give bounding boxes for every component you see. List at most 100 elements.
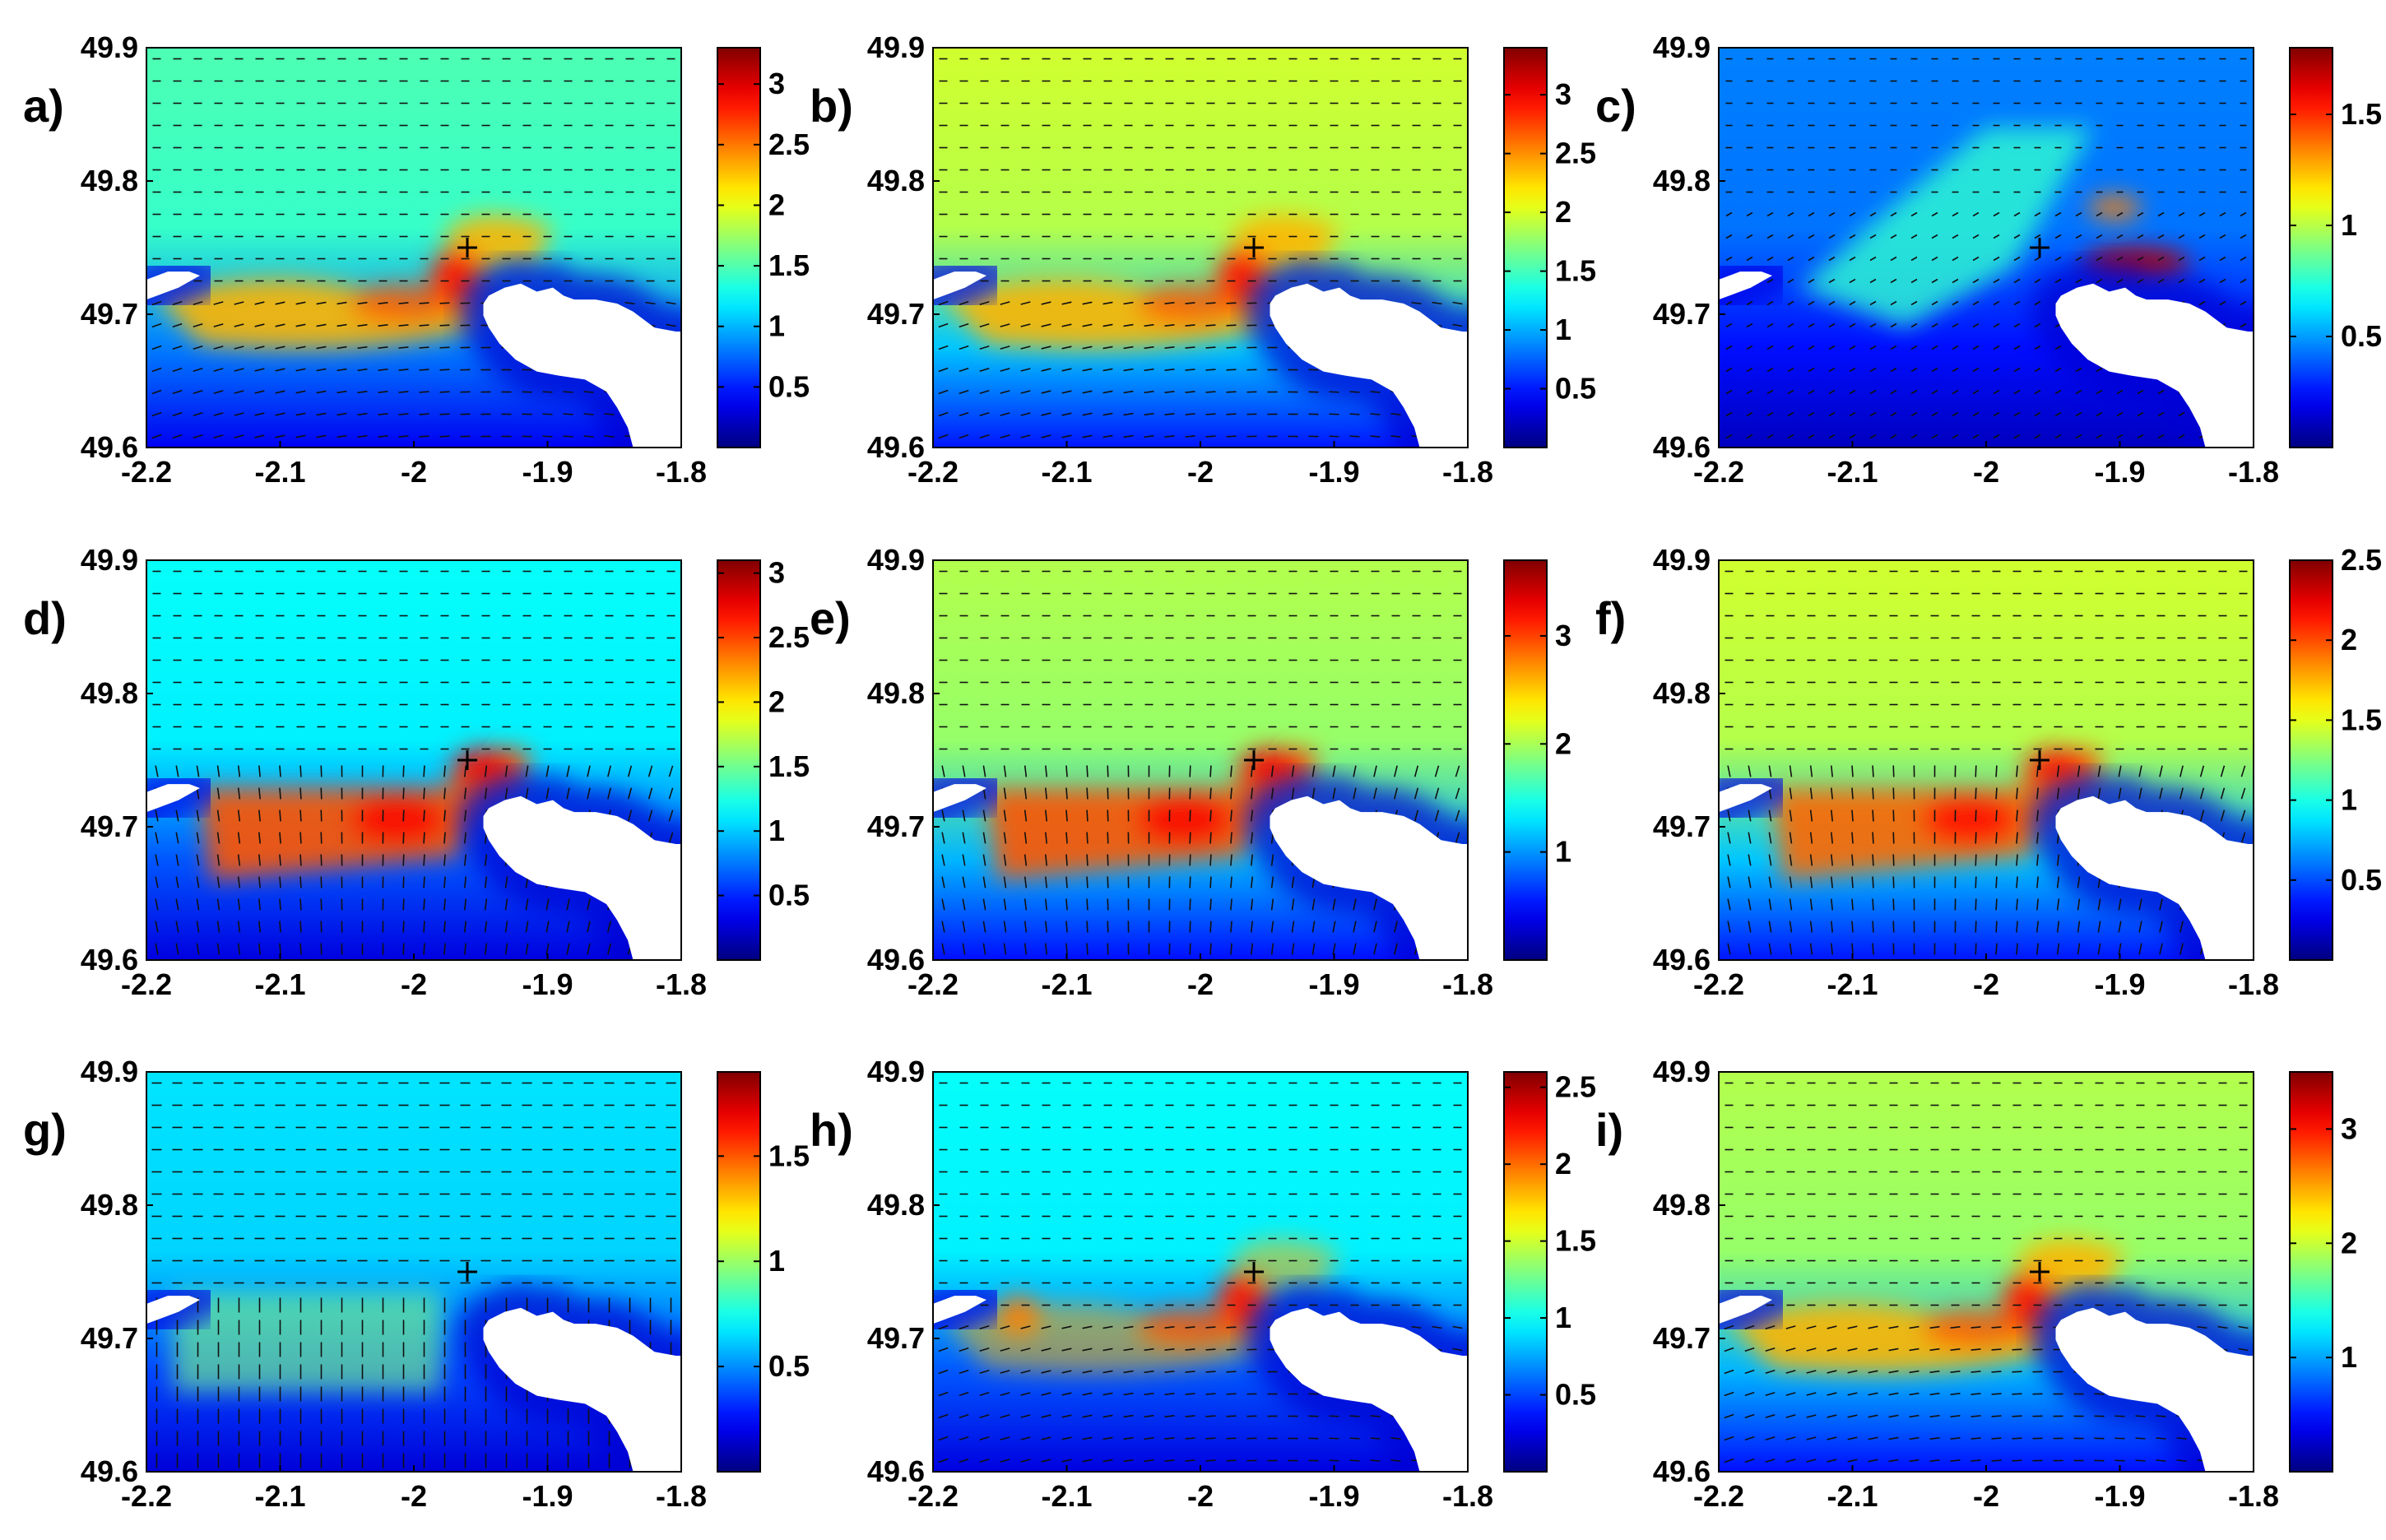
panel-a: -2.2 -2.1 -2 -1.9 -1.8 49.6 49.7 49.8 49.9 a) 0.5 1… [23,30,810,489]
x-tick-label: -1.9 [1308,967,1359,1001]
y-tick-label: 49.8 [867,1188,925,1222]
colorbar-h: 0.5 1 1.5 2 2.5 [1503,1070,1596,1473]
x-tick-label: -2.2 [121,967,172,1001]
panel-label: h) [810,1104,853,1156]
y-tick-label: 49.7 [81,297,138,331]
colorbar-tick-label: 2 [1555,195,1571,229]
x-tick-label: -2 [1973,1479,1999,1513]
x-tick-label: -2 [1187,1479,1214,1513]
x-tick-label: -1.8 [1442,967,1493,1001]
y-tick-label: 49.9 [867,543,925,577]
colorbar-tick-label: 2 [768,684,785,718]
y-tick-label: 49.7 [867,297,925,331]
y-tick-label: 49.9 [81,30,138,64]
x-tick-label: -2.1 [1827,1479,1878,1513]
x-tick-label: -2.2 [908,967,959,1001]
colorbar-tick-label: 1.5 [1555,1224,1596,1258]
colorbar-tick-label: 0.5 [1555,1378,1596,1412]
x-tick-label: -2 [401,1479,427,1513]
y-tick-label: 49.6 [867,1454,925,1488]
colorbar-tick-label: 2.5 [768,620,810,654]
x-tick-label: -2 [1973,967,1999,1001]
panel-label: c) [1595,80,1636,132]
y-tick-label: 49.8 [1653,1188,1711,1222]
land-cotentin-h [1270,1307,1468,1472]
land-west-c [1719,271,1772,300]
y-tick-label: 49.8 [1653,164,1711,197]
x-tick-label: -1.9 [522,455,573,489]
speed-field-c [1719,48,2254,448]
x-tick-label: -1.8 [2228,1479,2279,1513]
land-west-g [146,1296,200,1324]
panel-label: a) [23,80,64,132]
colorbar-tick-label: 2.5 [1555,137,1596,170]
x-tick-label: -2.2 [121,1479,172,1513]
colorbar-tick-label: 1 [2341,1340,2357,1374]
colorbar-tick-label: 1 [1555,1301,1571,1334]
site-marker-h [1244,1262,1264,1282]
x-tick-label: -2.2 [908,1479,959,1513]
y-tick-label: 49.9 [81,543,138,577]
y-tick-label: 49.8 [81,1188,138,1222]
site-marker-e [1244,750,1264,770]
colorbar-tick-label: 2 [1555,726,1571,760]
site-marker-d [457,750,477,770]
land-west-d [146,784,200,813]
colorbar-tick-label: 1 [1555,313,1571,346]
x-tick-label: -1.8 [2228,455,2279,489]
y-tick-label: 49.7 [867,1321,925,1355]
y-tick-label: 49.8 [867,164,925,197]
speed-field-g [146,1072,681,1472]
x-tick-label: -1.8 [656,1479,707,1513]
land-west-b [933,271,986,300]
current-vectors-i [1724,1082,2249,1463]
panel-b: -2.2 -2.1 -2 -1.9 -1.8 49.6 49.7 49.8 49.9 b) 0.5 1… [810,30,1596,489]
colorbar-tick-label: 2 [1555,1147,1571,1181]
site-marker-i [2030,1262,2049,1282]
x-tick-label: -2.1 [254,455,305,489]
panel-d: -2.2 -2.1 -2 -1.9 -1.8 49.6 49.7 49.8 49.9 d) 0.5 1… [23,543,810,1001]
colorbar-tick-label: 0.5 [768,879,810,912]
y-tick-label: 49.8 [81,676,138,710]
colorbar-tick-label: 3 [1555,77,1571,111]
land-west-a [146,271,200,300]
speed-field-d [146,560,681,960]
site-marker-g [457,1262,477,1282]
colorbar-tick-label: 2 [2341,1226,2357,1259]
x-tick-label: -1.8 [1442,455,1493,489]
y-tick-label: 49.6 [867,943,925,976]
colorbar-tick-label: 3 [1555,619,1571,652]
x-tick-label: -1.9 [2094,455,2145,489]
y-tick-label: 49.6 [1653,943,1711,976]
y-tick-label: 49.6 [81,430,138,464]
y-tick-label: 49.9 [1653,30,1711,64]
land-cotentin-e [1270,796,1468,960]
land-west-i [1719,1296,1772,1324]
panel-h: -2.2 -2.1 -2 -1.9 -1.8 49.6 49.7 49.8 49.9 h) 0.5 1… [810,1055,1596,1513]
speed-field-b [933,48,1468,448]
x-tick-label: -1.9 [2094,1479,2145,1513]
colorbar-tick-label: 2.5 [1555,1070,1596,1104]
x-tick-label: -2 [401,967,427,1001]
panel-label: b) [810,80,853,132]
y-tick-label: 49.6 [1653,430,1711,464]
colorbar-tick-label: 1.5 [768,749,810,783]
y-tick-label: 49.7 [1653,809,1711,843]
land-cotentin-d [483,796,681,960]
x-tick-label: -2.1 [1041,455,1092,489]
colorbar-tick-label: 1.5 [1555,254,1596,288]
x-tick-label: -2.2 [908,455,959,489]
panel-g: -2.2 -2.1 -2 -1.9 -1.8 49.6 49.7 49.8 49.9 g) 0.5 1… [23,1055,810,1513]
x-tick-label: -1.9 [2094,967,2145,1001]
x-tick-label: -2.2 [1693,455,1744,489]
y-tick-label: 49.9 [1653,543,1711,577]
panel-label: e) [810,592,851,644]
x-tick-label: -2.2 [121,455,172,489]
y-tick-label: 49.7 [1653,1321,1711,1355]
y-tick-label: 49.8 [867,676,925,710]
colorbar-tick-label: 1 [768,814,785,847]
colorbar-tick-label: 1 [2341,783,2357,817]
colorbar-tick-label: 1 [2341,208,2357,242]
colorbar-tick-label: 1.5 [768,1139,810,1172]
site-marker-c [2030,238,2049,257]
